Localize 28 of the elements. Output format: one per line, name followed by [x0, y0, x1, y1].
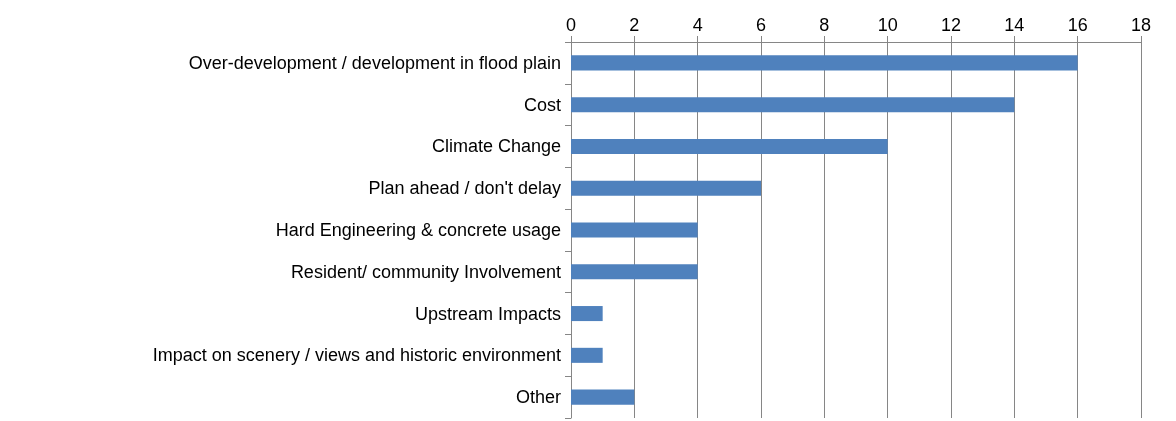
x-tick-label: 8: [819, 15, 830, 35]
x-tick-label: 12: [940, 15, 962, 35]
y-tick-label: Cost: [523, 94, 561, 115]
x-tick-label: 6: [755, 15, 767, 35]
y-tick-label: Hard Engineering & concrete usage: [275, 220, 561, 240]
x-tick-label: 14: [1004, 15, 1025, 35]
x-tick-label: 16: [1067, 15, 1088, 35]
bar: [571, 264, 698, 280]
y-tick-label: Impact on scenery / views and historic environment: [152, 345, 561, 366]
y-tick-label: Other: [515, 387, 561, 408]
y-tick-label: Upstream Impacts: [414, 303, 561, 324]
x-tick-label: 4: [692, 15, 703, 35]
bar: [571, 55, 1078, 71]
y-tick-label: Resident/ community Involvement: [290, 261, 561, 282]
bar: [571, 306, 603, 322]
x-tick-label: 10: [877, 15, 898, 35]
x-tick-label: 0: [565, 15, 577, 35]
x-tick-label: 18: [1130, 15, 1152, 35]
y-tick-label: Plan ahead / don't delay: [368, 178, 561, 199]
y-tick-label: Over-development / development in flood plain: [188, 52, 561, 73]
x-tick-label: 2: [629, 15, 640, 35]
bar: [571, 97, 1015, 113]
bar: [571, 222, 698, 238]
bar: [571, 389, 635, 405]
bar: [571, 347, 603, 363]
bar: [571, 138, 888, 154]
y-tick-label: Climate Change: [431, 136, 561, 157]
bar: [571, 180, 761, 196]
